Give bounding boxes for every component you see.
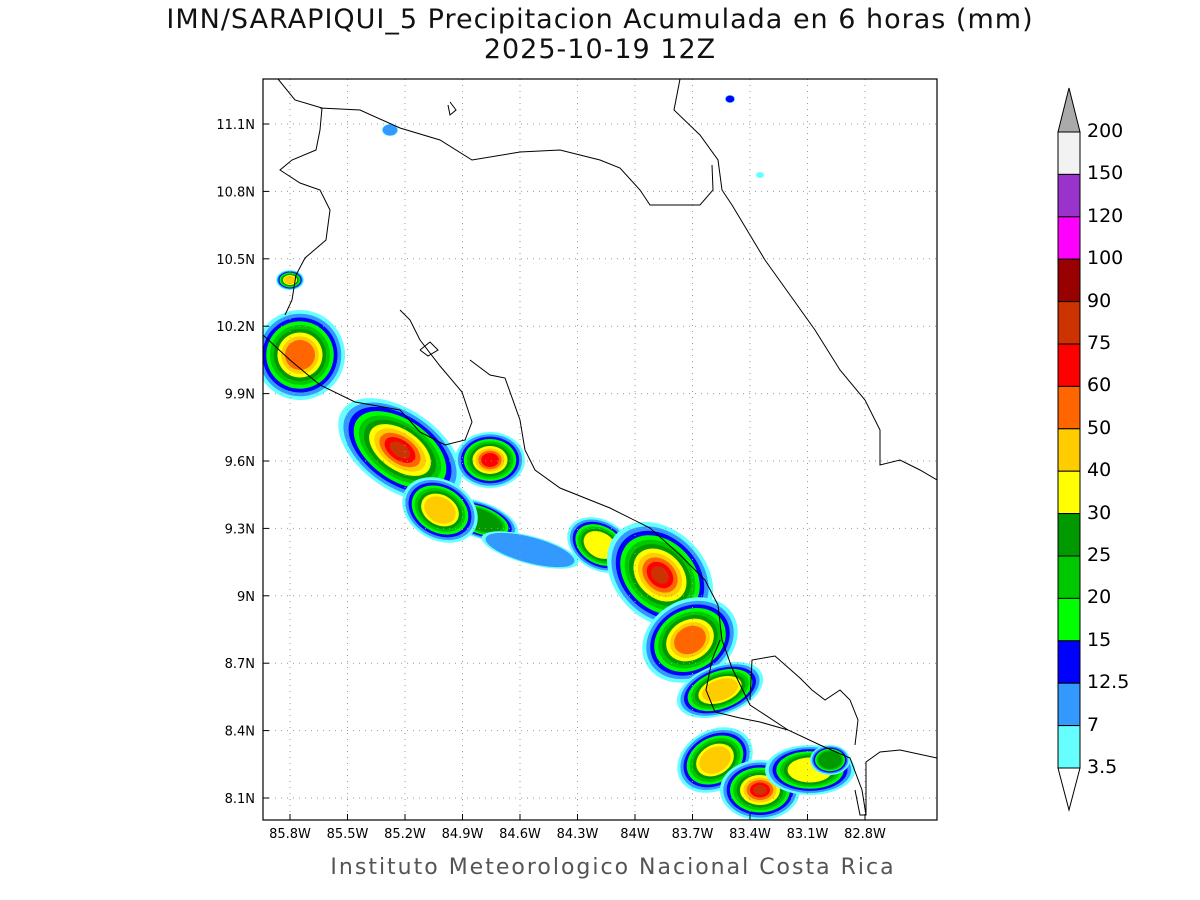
precip-contour [424, 496, 456, 524]
colorbar-swatch [1057, 725, 1081, 769]
precip-contour [818, 751, 842, 769]
colorbar-swatch [1057, 173, 1081, 218]
colorbar-swatch [1057, 555, 1081, 599]
lat-tick-label: 9N [237, 590, 255, 605]
colorbar-over-arrow [1057, 87, 1081, 133]
lon-tick-label: 82.8W [844, 827, 886, 842]
colorbar-swatch [1057, 131, 1081, 175]
colorbar-level-label: 20 [1087, 586, 1112, 609]
map-frame [262, 78, 938, 821]
colorbar-swatch [1057, 385, 1081, 430]
colorbar-swatch [1057, 428, 1081, 472]
coastlines [263, 79, 937, 816]
precip-contour [699, 746, 731, 774]
colorbar-swatch [1057, 216, 1081, 260]
lon-tick-label: 85.8W [269, 827, 311, 842]
lon-tick-label: 84W [620, 827, 650, 842]
precip-contour [756, 172, 764, 178]
colorbar-swatch [1057, 597, 1081, 642]
colorbar-level-label: 150 [1087, 162, 1124, 185]
colorbar-level-label: 200 [1087, 120, 1124, 142]
colorbar-level-label: 7 [1087, 713, 1100, 736]
colorbar-under-arrow [1057, 767, 1081, 812]
colorbar-swatch [1057, 640, 1081, 684]
lon-tick-label: 83.4W [729, 827, 771, 842]
lon-tick-label: 85.2W [384, 827, 426, 842]
precip-contour [382, 124, 398, 136]
lon-tick-label: 83.7W [672, 827, 714, 842]
colorbar-level-label: 15 [1087, 628, 1112, 651]
map-subtitle: 2025-10-19 12Z [483, 34, 717, 65]
colorbar-swatch [1057, 513, 1081, 557]
axis-ticks: 85.8W 85.5W 85.2W 84.9W 84.6W 84.3W 84W 83.7W 83… [216, 118, 886, 842]
colorbar-level-label: 25 [1087, 544, 1112, 566]
lat-tick-label: 10.2N [216, 320, 255, 335]
colorbar-swatch [1057, 470, 1081, 515]
colorbar-level-label: 40 [1087, 459, 1112, 482]
colorbar-level-label: 120 [1087, 204, 1124, 227]
colorbar-level-label: 50 [1087, 416, 1112, 439]
colorbar-swatch [1057, 343, 1081, 387]
lat-tick-label: 10.5N [216, 253, 255, 268]
precip-contour [725, 95, 735, 103]
precip-contour [674, 625, 706, 655]
lon-tick-label: 85.5W [327, 827, 369, 842]
colorbar-level-label: 90 [1087, 289, 1112, 312]
lon-tick-label: 84.6W [499, 827, 541, 842]
footer-credit: Instituto Meteorologico Nacional Costa R… [330, 855, 896, 880]
colorbar-level-label: 30 [1087, 501, 1112, 524]
lat-tick-label: 10.8N [216, 185, 255, 200]
colorbar-level-label: 75 [1087, 332, 1112, 354]
lon-tick-label: 83.1W [787, 827, 829, 842]
lat-tick-label: 9.9N [225, 388, 255, 403]
colorbar-level-label: 60 [1087, 374, 1112, 397]
precipitation-field [263, 95, 855, 820]
precip-contour [753, 785, 767, 795]
colorbar-swatch [1057, 301, 1081, 345]
lat-tick-label: 8.7N [225, 657, 255, 672]
lat-tick-label: 11.1N [216, 118, 255, 133]
map-title: IMN/SARAPIQUI_5 Precipitacion Acumulada … [166, 4, 1034, 35]
precip-contour [485, 532, 575, 568]
colorbar-level-label: 100 [1087, 247, 1124, 270]
colorbar [1057, 87, 1081, 812]
lat-tick-label: 9.3N [225, 522, 255, 537]
precip-contour [481, 453, 499, 467]
lon-tick-label: 84.9W [442, 827, 484, 842]
precip-contour [651, 566, 669, 584]
colorbar-level-label: 3.5 [1087, 756, 1118, 778]
lat-tick-label: 8.4N [225, 725, 255, 740]
precip-contour [284, 275, 296, 285]
colorbar-swatch [1057, 682, 1081, 727]
colorbar-level-label: 12.5 [1087, 671, 1130, 694]
lat-tick-label: 8.1N [225, 792, 255, 807]
grid-lines [263, 79, 937, 820]
lat-tick-label: 9.6N [225, 455, 255, 470]
precip-contour [702, 678, 738, 702]
lon-tick-label: 84.3W [557, 827, 599, 842]
colorbar-swatch [1057, 258, 1081, 303]
